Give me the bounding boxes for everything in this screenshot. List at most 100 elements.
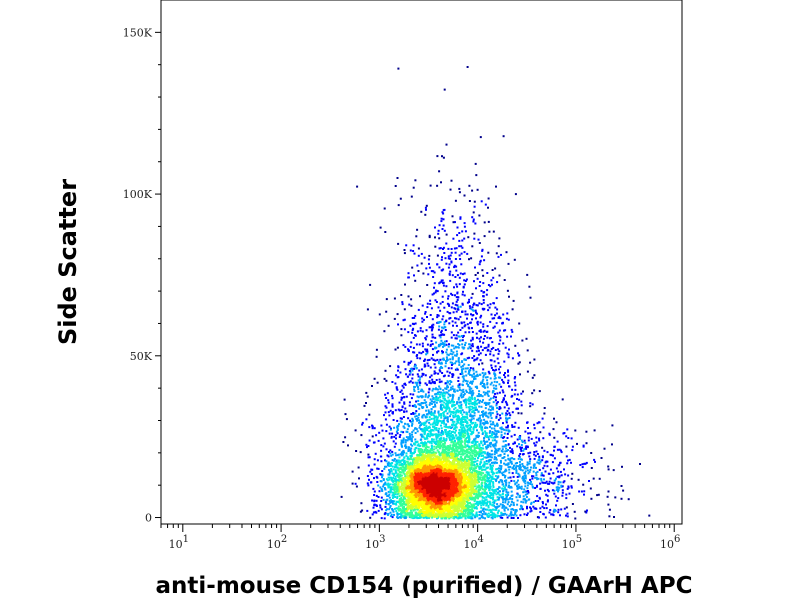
scatter-point	[393, 484, 396, 487]
scatter-point	[344, 413, 347, 416]
scatter-point	[435, 481, 437, 484]
scatter-point	[439, 498, 442, 501]
scatter-point	[431, 467, 434, 470]
scatter-point	[395, 481, 398, 483]
scatter-point	[458, 434, 461, 436]
scatter-point	[454, 368, 457, 371]
scatter-point	[389, 483, 392, 486]
scatter-point	[405, 436, 408, 439]
scatter-point	[450, 490, 453, 493]
scatter-point	[404, 514, 406, 517]
scatter-point	[420, 486, 423, 489]
scatter-point	[449, 394, 452, 397]
scatter-point	[434, 393, 437, 396]
scatter-point	[392, 510, 395, 513]
scatter-point	[458, 344, 461, 346]
scatter-point	[392, 483, 395, 486]
scatter-point	[448, 496, 451, 499]
scatter-point	[400, 514, 403, 517]
scatter-point	[423, 505, 426, 508]
scatter-point	[405, 460, 408, 463]
scatter-point	[446, 451, 449, 454]
scatter-point	[422, 445, 424, 448]
scatter-point	[433, 477, 435, 480]
scatter-point	[403, 496, 405, 499]
scatter-point	[456, 409, 459, 412]
scatter-point	[411, 420, 414, 423]
scatter-point	[415, 491, 418, 493]
scatter-point	[448, 495, 451, 498]
scatter-point	[405, 463, 407, 466]
scatter-point	[345, 418, 348, 421]
scatter-point	[447, 453, 450, 456]
scatter-point	[495, 449, 498, 452]
scatter-point	[451, 510, 454, 513]
scatter-point	[484, 491, 487, 494]
scatter-point	[389, 506, 392, 509]
scatter-point	[388, 500, 391, 503]
scatter-point	[439, 502, 442, 505]
scatter-point	[414, 412, 417, 415]
scatter-point	[391, 497, 394, 499]
scatter-point	[425, 466, 428, 469]
scatter-point	[416, 498, 419, 500]
scatter-point	[441, 463, 444, 466]
scatter-point	[491, 439, 494, 442]
scatter-point	[406, 488, 408, 491]
scatter-point	[498, 505, 501, 508]
scatter-point	[458, 483, 461, 486]
scatter-point	[439, 388, 442, 391]
scatter-point	[412, 497, 415, 500]
scatter-point	[375, 505, 378, 507]
scatter-point	[361, 509, 364, 512]
scatter-point	[385, 423, 388, 426]
scatter-point	[507, 407, 510, 410]
scatter-point	[435, 392, 438, 395]
scatter-point	[465, 458, 468, 461]
scatter-point	[391, 459, 394, 462]
scatter-point	[514, 388, 517, 391]
scatter-point	[481, 492, 484, 495]
scatter-point	[403, 461, 406, 464]
scatter-point	[388, 486, 391, 489]
scatter-point	[405, 502, 408, 505]
scatter-point	[386, 495, 389, 497]
scatter-point	[405, 485, 408, 488]
scatter-point	[427, 499, 430, 502]
scatter-point	[408, 436, 411, 439]
scatter-point	[480, 504, 483, 507]
scatter-point	[446, 466, 449, 469]
scatter-point	[401, 396, 404, 399]
scatter-point	[420, 463, 423, 466]
scatter-point	[411, 468, 414, 471]
scatter-point	[406, 506, 408, 509]
scatter-point	[449, 470, 452, 473]
scatter-point	[446, 472, 449, 475]
scatter-point	[379, 473, 382, 476]
scatter-point	[432, 492, 435, 495]
scatter-point	[398, 486, 401, 489]
scatter-point	[425, 462, 428, 465]
scatter-point	[421, 493, 423, 495]
scatter-point	[433, 499, 435, 502]
scatter-point	[460, 463, 463, 465]
scatter-point	[411, 373, 414, 376]
scatter-point	[415, 506, 418, 509]
scatter-point	[489, 383, 492, 386]
scatter-point	[453, 466, 456, 469]
scatter-point	[486, 426, 489, 429]
scatter-point	[473, 400, 476, 403]
scatter-point	[419, 499, 422, 502]
scatter-point	[430, 466, 433, 469]
scatter-point	[434, 405, 437, 408]
scatter-point	[442, 485, 445, 488]
scatter-point	[434, 509, 437, 512]
scatter-point	[476, 423, 479, 426]
scatter-point	[480, 506, 483, 509]
scatter-point	[470, 466, 473, 469]
scatter-point	[373, 377, 376, 380]
scatter-point	[405, 490, 408, 493]
scatter-point	[424, 499, 427, 501]
scatter-point	[386, 392, 389, 395]
scatter-point	[500, 465, 503, 468]
